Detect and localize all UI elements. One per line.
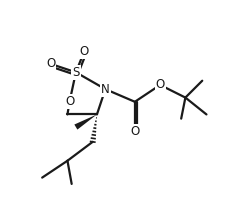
Text: O: O — [80, 45, 89, 58]
Text: O: O — [46, 57, 55, 70]
Text: O: O — [130, 125, 139, 138]
Polygon shape — [74, 114, 97, 130]
Text: O: O — [65, 95, 74, 108]
Text: N: N — [101, 83, 110, 96]
Text: S: S — [72, 66, 80, 79]
Text: O: O — [156, 78, 165, 91]
